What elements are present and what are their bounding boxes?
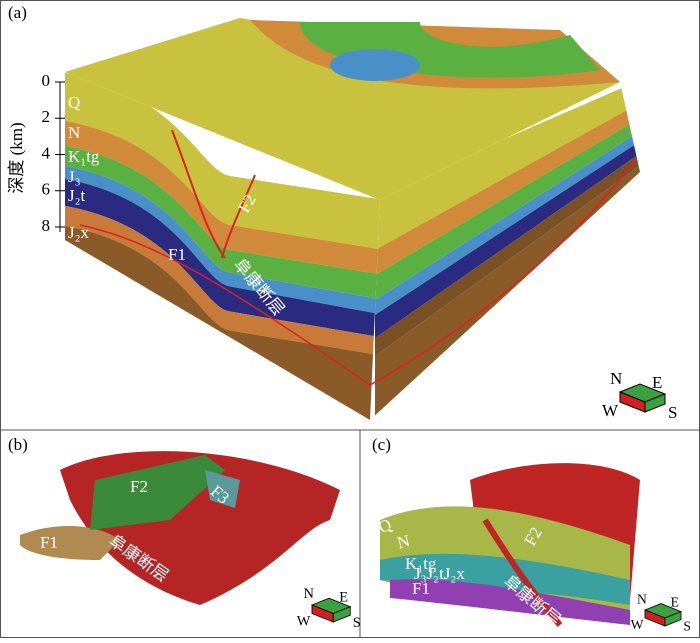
fault-label: F1 (40, 533, 58, 552)
depth-axis: 0 2 4 6 8 (42, 71, 65, 235)
layer-band (375, 128, 640, 315)
layer-band (65, 72, 380, 250)
layer-band (65, 145, 380, 300)
compass-label: S (668, 403, 677, 422)
layer-label: N (68, 123, 80, 142)
layer-label: J₃J₂tJ₂x (414, 564, 465, 583)
layer-band (375, 82, 640, 250)
tick-label: 2 (42, 107, 51, 126)
layer-band (375, 138, 640, 338)
compass: N E W S (602, 369, 677, 422)
layer-label: J₃ (68, 167, 81, 186)
tick-label: 6 (42, 180, 51, 199)
compass-label: S (353, 615, 361, 631)
fault-surface (205, 470, 240, 508)
fault-line (171, 129, 226, 259)
axis-label: 深度 (km) (7, 122, 26, 193)
layer-label: N (395, 531, 412, 553)
layer-band (375, 115, 640, 300)
fault-surface (482, 518, 563, 627)
compass-side (664, 611, 682, 627)
layer-label: K₁tg (405, 554, 437, 573)
compass-label: N (610, 369, 622, 388)
compass-side (332, 606, 351, 623)
layer-label: J₂x (68, 223, 90, 242)
compass-label: E (652, 373, 662, 392)
fault-surface (90, 455, 225, 530)
compass-side (644, 393, 666, 413)
fault-label: F1 (168, 245, 186, 264)
layer-band (65, 205, 380, 356)
layer-band (375, 150, 640, 356)
panel-label: (a) (8, 3, 27, 22)
compass: N E W S (297, 586, 361, 631)
compass-label: N (637, 592, 647, 607)
compass-label: E (339, 590, 348, 606)
panel-label: (c) (372, 435, 391, 454)
layer-band (65, 178, 380, 338)
fault-line (221, 174, 256, 259)
compass: N E W S (631, 592, 691, 634)
compass-label: W (602, 401, 619, 420)
layer-surface (380, 553, 630, 605)
layer-surface (20, 525, 120, 560)
compass-label: N (304, 586, 315, 602)
layer-band (375, 100, 640, 275)
fault-label: F2 (130, 477, 148, 496)
fault-trace (79, 159, 636, 386)
layer-label: K₁tg (68, 147, 100, 166)
compass-label: W (631, 617, 644, 632)
fault-label: F1 (412, 579, 430, 598)
tick-label: 4 (42, 143, 51, 162)
tick-label: 0 (42, 71, 51, 90)
layer-label: J₂t (68, 186, 86, 205)
compass-label: S (683, 619, 691, 634)
layer-band (65, 120, 380, 275)
tick-label: 8 (42, 216, 51, 235)
compass-label: W (297, 613, 311, 629)
top-outcrop (330, 49, 420, 81)
compass-label: E (671, 595, 679, 610)
layer-label: Q (68, 93, 80, 112)
panel-label: (b) (8, 435, 28, 454)
layer-band (65, 165, 380, 315)
layer-surface (390, 579, 630, 625)
